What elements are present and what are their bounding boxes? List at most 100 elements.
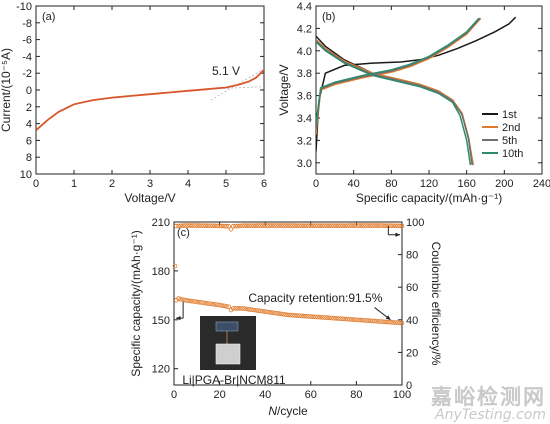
efficiency-point [253, 223, 259, 229]
y-tick-label: 120 [152, 364, 170, 376]
efficiency-point [383, 223, 389, 229]
efficiency-point [372, 223, 377, 228]
capacity-point [271, 310, 277, 316]
efficiency-point [262, 223, 268, 228]
y2-axis-label: Coulombic efficiency/% [429, 242, 443, 366]
capacity-point [249, 307, 254, 313]
panel-c: 0 20 40 60 80 100 120 150 180 210 0 20 40 60 80 100 N/cy… [129, 217, 443, 418]
efficiency-point [310, 223, 316, 229]
y-tick-label: 150 [152, 315, 170, 327]
efficiency-point [299, 223, 305, 229]
capacity-point [306, 314, 311, 319]
efficiency-point [199, 223, 204, 229]
capacity-point [187, 298, 193, 304]
x-axis-label: Specific capacity/(mAh·g⁻¹) [356, 191, 502, 205]
efficiency-point [290, 223, 295, 228]
capacity-point [201, 300, 206, 306]
capacity-point [258, 308, 263, 314]
y-axis-label: Current/(10⁻⁵A) [0, 48, 13, 132]
x-tick-label: 4 [185, 178, 191, 190]
efficiency-point [233, 223, 238, 229]
efficiency-point [370, 223, 375, 228]
capacity-point [251, 307, 257, 313]
efficiency-point [335, 223, 341, 229]
efficiency-point [324, 223, 330, 229]
capacity-point [347, 316, 352, 322]
y-tick-label: 6 [26, 135, 32, 147]
capacity-point [333, 315, 339, 321]
capacity-point [303, 313, 309, 319]
y-tick-label: 4.2 [297, 23, 312, 35]
capacity-point [294, 313, 300, 318]
capacity-point [285, 312, 291, 318]
capacity-point [208, 301, 213, 307]
x-tick-label: 3 [147, 178, 153, 190]
plot-area [316, 16, 517, 166]
legend-label: 5th [502, 135, 517, 147]
capacity-point [224, 304, 229, 309]
capacity-point [212, 302, 218, 307]
series-line-charge [316, 17, 482, 135]
capacity-point [269, 310, 275, 315]
capacity-point [395, 320, 400, 326]
capacity-point [240, 306, 245, 311]
capacity-point [397, 320, 403, 326]
x-axis-label: Voltage/V [124, 191, 175, 205]
capacity-point [281, 311, 286, 317]
efficiency-point [349, 223, 355, 228]
efficiency-point [340, 223, 346, 229]
efficiency-point [374, 223, 380, 228]
y2-tick-label: 40 [406, 315, 418, 327]
x-tick-label: 1 [71, 178, 77, 190]
capacity-point [226, 304, 232, 310]
capacity-point [358, 317, 364, 323]
capacity-point [326, 315, 332, 321]
capacity-point [199, 300, 204, 305]
efficiency-point [221, 223, 227, 229]
capacity-point [210, 301, 216, 307]
capacity-point [276, 311, 282, 316]
legend-label: 2nd [502, 122, 520, 134]
x-tick-label: 160 [457, 178, 475, 190]
capacity-point [392, 320, 398, 325]
x-tick-label: 5 [223, 178, 229, 190]
y-tick-label: 210 [152, 217, 170, 229]
efficiency-point [231, 223, 236, 229]
capacity-point [205, 301, 211, 306]
efficiency-point [251, 223, 257, 229]
efficiency-point [301, 223, 307, 229]
efficiency-point [274, 223, 279, 228]
capacity-point [370, 318, 375, 324]
y-tick-label: 3.8 [297, 68, 312, 80]
efficiency-point [276, 223, 282, 228]
legend-label: 1st [502, 109, 517, 121]
capacity-point [260, 308, 266, 314]
efficiency-point [399, 223, 405, 229]
x-tick-label: 0 [313, 178, 319, 190]
capacity-point [242, 306, 248, 312]
capacity-point [372, 318, 377, 324]
panel-label: (b) [322, 11, 335, 23]
capacity-point [313, 314, 318, 320]
efficiency-point [235, 223, 241, 229]
y-tick-label: 4.0 [297, 46, 312, 58]
efficiency-point [217, 223, 222, 229]
efficiency-point [174, 223, 179, 229]
efficiency-point [322, 223, 327, 229]
efficiency-point [215, 223, 220, 229]
x-tick-label: 2 [109, 178, 115, 190]
y-tick-label: -8 [22, 18, 32, 30]
capacity-point [262, 309, 268, 314]
y2-tick-label: 60 [406, 282, 418, 294]
y-tick-label: 8 [26, 152, 32, 164]
y-tick-label: 4 [26, 119, 32, 131]
capacity-point [328, 315, 334, 321]
efficiency-point [246, 223, 252, 229]
efficiency-point [388, 223, 393, 229]
efficiency-point [319, 223, 325, 229]
x-tick-label: 200 [495, 178, 513, 190]
inset-label: Li|PGA-Br|NCM811 [182, 373, 286, 387]
series-line-discharge [316, 40, 474, 166]
capacity-point [356, 317, 362, 323]
